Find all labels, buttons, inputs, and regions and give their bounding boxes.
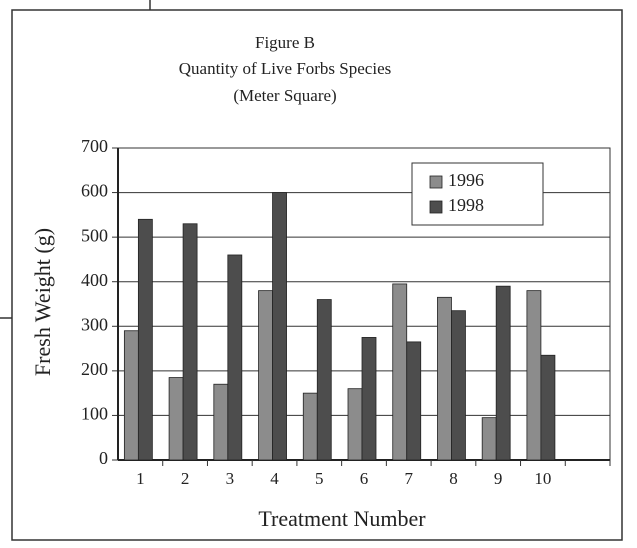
bar: [392, 283, 408, 461]
x-tick-label: 4: [270, 469, 279, 488]
legend-label: 1996: [448, 170, 484, 190]
y-tick-label: 200: [81, 359, 108, 379]
bar: [258, 290, 273, 461]
bar: [361, 337, 377, 461]
y-tick-label: 400: [81, 270, 108, 290]
x-tick-label: 2: [181, 469, 190, 488]
bar: [182, 223, 198, 461]
y-axis-label: Fresh Weight (g): [30, 228, 55, 376]
chart-title: Figure B: [255, 33, 315, 52]
legend-swatch: [429, 175, 443, 189]
x-tick-label: 10: [534, 469, 551, 488]
legend-box: [411, 162, 544, 226]
x-tick-label: 7: [404, 469, 413, 488]
bar: [137, 218, 153, 461]
x-tick-label: 1: [136, 469, 145, 488]
y-tick-label: 700: [81, 136, 108, 156]
y-tick-label: 600: [81, 181, 108, 201]
legend-swatch: [429, 200, 443, 214]
bar: [406, 341, 422, 461]
bar: [526, 290, 542, 461]
chart-title: Quantity of Live Forbs Species: [179, 59, 391, 78]
bar: [168, 377, 184, 461]
y-tick-label: 500: [81, 225, 108, 245]
x-tick-label: 6: [360, 469, 369, 488]
chart-title: (Meter Square): [233, 86, 336, 105]
bar: [302, 392, 318, 461]
x-tick-label: 3: [226, 469, 235, 488]
x-tick-label: 5: [315, 469, 324, 488]
x-tick-label: 8: [449, 469, 458, 488]
bar: [451, 310, 466, 461]
legend-label: 1998: [448, 195, 484, 215]
y-tick-label: 0: [99, 448, 108, 468]
bar: [123, 330, 139, 461]
bar: [272, 192, 287, 461]
x-axis-label: Treatment Number: [258, 506, 426, 531]
bar: [540, 354, 556, 461]
bar: [495, 285, 511, 461]
x-tick-label: 9: [494, 469, 503, 488]
bar: [481, 417, 497, 461]
bar: [437, 296, 452, 461]
y-tick-label: 100: [81, 404, 108, 424]
y-tick-label: 300: [81, 314, 108, 334]
bar: [316, 299, 332, 461]
bar: [347, 388, 363, 461]
bar: [227, 254, 243, 461]
bar: [213, 383, 229, 461]
